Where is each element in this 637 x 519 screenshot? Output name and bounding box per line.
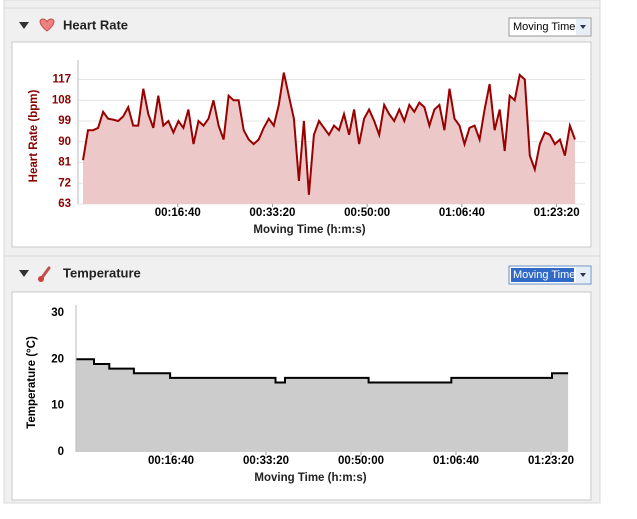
collapse-toggle[interactable] (19, 270, 29, 277)
panel-title: Temperature (63, 265, 141, 280)
arrow (580, 273, 586, 277)
y-tick-label: 63 (58, 198, 71, 210)
x-tick-label: 01:23:20 (528, 455, 574, 467)
dropdown-label[interactable]: Moving Time (513, 21, 575, 33)
x-tick-label: 00:50:00 (344, 207, 390, 219)
y-tick-label: 90 (58, 136, 71, 148)
x-axis-label: Moving Time (h:m:s) (254, 472, 366, 484)
panel-title: Heart Rate (63, 17, 128, 32)
dropdown-label[interactable]: Moving Time (513, 269, 575, 281)
y-tick-label: 0 (58, 446, 64, 458)
thermometer-bulb (38, 276, 44, 282)
y-tick-label: 72 (58, 177, 71, 189)
x-tick-label: 01:06:40 (433, 455, 479, 467)
x-tick-label: 01:06:40 (439, 207, 485, 219)
line (82, 72, 576, 195)
dropdown[interactable] (508, 17, 592, 37)
area (76, 359, 569, 452)
heart-icon (39, 18, 55, 32)
x-tick-label: 01:23:20 (534, 207, 580, 219)
y-tick-label: 10 (51, 400, 64, 412)
y-tick-label: 81 (58, 157, 71, 169)
y-tick-label: 20 (51, 353, 64, 365)
dropdown-selection (511, 268, 574, 282)
x-tick-label: 00:16:40 (155, 207, 201, 219)
x-tick-label: 00:33:20 (243, 455, 289, 467)
x-tick-label: 00:16:40 (148, 455, 194, 467)
y-axis-label: Heart Rate (bpm) (28, 90, 40, 183)
y-axis-label: Temperature (°C) (26, 336, 38, 429)
arrow (580, 25, 586, 29)
collapse-toggle[interactable] (19, 22, 29, 29)
line (76, 358, 569, 384)
y-tick-label: 117 (52, 74, 71, 86)
x-tick-label: 00:50:00 (338, 455, 384, 467)
y-tick-label: 99 (58, 115, 71, 127)
x-axis-label: Moving Time (h:m:s) (253, 224, 365, 236)
y-tick-label: 30 (51, 307, 64, 319)
y-tick-label: 108 (52, 94, 72, 106)
x-tick-label: 00:33:20 (249, 207, 295, 219)
